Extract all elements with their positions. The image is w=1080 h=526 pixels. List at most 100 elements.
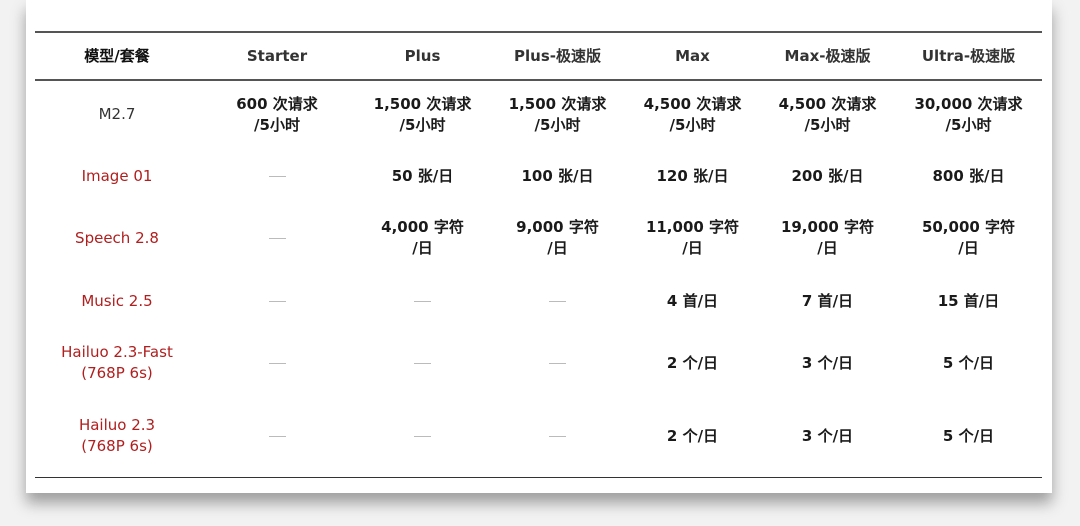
quota-cell: 50 张/日 bbox=[355, 148, 490, 204]
header-plan: Max-极速版 bbox=[784, 46, 871, 65]
quota-line: 120 张/日 bbox=[656, 166, 729, 185]
quota-cell: 1,500 次请求/5小时 bbox=[355, 80, 490, 148]
header-plan: Starter bbox=[246, 46, 308, 65]
not-available-cell bbox=[490, 396, 625, 477]
quota-line: 11,000 字符 bbox=[645, 218, 740, 236]
model-name: M2.7 bbox=[35, 80, 199, 148]
quota-line: 15 首/日 bbox=[937, 291, 1000, 310]
dash-icon bbox=[414, 300, 431, 302]
quota-line: /日 bbox=[958, 239, 979, 257]
quota-cell: 15 首/日 bbox=[895, 272, 1042, 330]
header-plan: Plus bbox=[404, 46, 441, 65]
dash-icon bbox=[414, 362, 431, 364]
quota-line: 200 张/日 bbox=[791, 166, 864, 185]
quota-cell: 5 个/日 bbox=[895, 330, 1042, 396]
quota-cell: 4,500 次请求/5小时 bbox=[625, 80, 760, 148]
dash-icon bbox=[268, 435, 286, 437]
quota-line: 4 首/日 bbox=[666, 291, 719, 310]
table-row: Hailuo 2.3 (768P 6s) 2 个/日 3 个/日 5 个/日 bbox=[35, 396, 1042, 477]
model-name-line: (768P 6s) bbox=[81, 437, 153, 456]
model-name-line: M2.7 bbox=[98, 105, 136, 123]
model-name: Hailuo 2.3 (768P 6s) bbox=[35, 396, 199, 477]
quota-line: 50,000 字符 bbox=[921, 218, 1016, 236]
not-available-cell bbox=[490, 272, 625, 330]
quota-line: /5小时 bbox=[534, 115, 581, 134]
quota-cell: 4,000 字符/日 bbox=[355, 204, 490, 272]
not-available-cell bbox=[355, 272, 490, 330]
quota-line: 5 个/日 bbox=[942, 426, 995, 445]
not-available-cell bbox=[199, 204, 355, 272]
quota-cell: 3 个/日 bbox=[760, 396, 895, 477]
model-name-line: Image 01 bbox=[81, 166, 153, 185]
quota-line: /5小时 bbox=[945, 115, 992, 134]
model-name-line: (768P 6s) bbox=[81, 364, 153, 382]
not-available-cell bbox=[199, 148, 355, 204]
quota-line: 50 张/日 bbox=[391, 166, 454, 185]
quota-line: /5小时 bbox=[254, 115, 300, 134]
quota-cell: 4 首/日 bbox=[625, 272, 760, 330]
quota-cell: 4,500 次请求/5小时 bbox=[760, 80, 895, 148]
quota-line: /5小时 bbox=[804, 115, 851, 134]
model-name-line: Speech 2.8 bbox=[75, 228, 159, 247]
quota-line: 4,500 次请求 bbox=[778, 94, 877, 113]
quota-line: 2 个/日 bbox=[666, 426, 719, 445]
not-available-cell bbox=[355, 330, 490, 396]
dash-icon bbox=[549, 300, 566, 302]
header-plan: Plus-极速版 bbox=[514, 46, 601, 65]
model-name-line: Music 2.5 bbox=[81, 291, 153, 310]
dash-icon bbox=[268, 175, 286, 177]
pricing-card: 模型/套餐 Starter Plus Plus-极速版 Max Max-极速版 Ultra-… bbox=[26, 0, 1052, 493]
quota-cell: 100 张/日 bbox=[490, 148, 625, 204]
model-name-line: Hailuo 2.3-Fast bbox=[61, 343, 173, 361]
quota-cell: 50,000 字符/日 bbox=[895, 204, 1042, 272]
dash-icon bbox=[268, 362, 286, 364]
quota-cell: 5 个/日 bbox=[895, 396, 1042, 477]
quota-cell: 200 张/日 bbox=[760, 148, 895, 204]
quota-cell: 3 个/日 bbox=[760, 330, 895, 396]
quota-line: /日 bbox=[682, 239, 703, 257]
quota-line: /5小时 bbox=[669, 115, 716, 134]
header-model-plan: 模型/套餐 bbox=[84, 46, 150, 65]
not-available-cell bbox=[199, 272, 355, 330]
model-name: Image 01 bbox=[35, 148, 199, 204]
dash-icon bbox=[549, 362, 566, 364]
quota-line: 30,000 次请求 bbox=[914, 94, 1023, 113]
quota-line: 4,000 字符 bbox=[381, 218, 464, 236]
table-row: Hailuo 2.3-Fast (768P 6s) 2 个/日 3 个/日 5 个/日 bbox=[35, 330, 1042, 396]
quota-cell: 1,500 次请求/5小时 bbox=[490, 80, 625, 148]
model-name: Music 2.5 bbox=[35, 272, 199, 330]
quota-cell: 11,000 字符/日 bbox=[625, 204, 760, 272]
table-row: Speech 2.8 4,000 字符/日 9,000 字符/日 11,000 字符 /… bbox=[35, 204, 1042, 272]
model-name: Hailuo 2.3-Fast (768P 6s) bbox=[35, 330, 199, 396]
quota-line: 3 个/日 bbox=[801, 353, 854, 372]
table-row: Image 01 50 张/日 100 张/日 120 张/日 200 张/日 800 张… bbox=[35, 148, 1042, 204]
quota-line: 7 首/日 bbox=[801, 291, 854, 310]
dash-icon bbox=[549, 435, 566, 437]
quota-line: /日 bbox=[817, 239, 838, 257]
dash-icon bbox=[268, 300, 286, 302]
quota-cell: 120 张/日 bbox=[625, 148, 760, 204]
header-row: 模型/套餐 Starter Plus Plus-极速版 Max Max-极速版 Ultra-… bbox=[35, 32, 1042, 80]
quota-line: 1,500 次请求 bbox=[508, 94, 607, 113]
not-available-cell bbox=[199, 330, 355, 396]
quota-line: 5 个/日 bbox=[942, 353, 995, 372]
dash-icon bbox=[414, 435, 431, 437]
quota-line: 2 个/日 bbox=[666, 353, 719, 372]
model-name: Speech 2.8 bbox=[35, 204, 199, 272]
quota-line: 3 个/日 bbox=[801, 426, 854, 445]
not-available-cell bbox=[199, 396, 355, 477]
header-plan: Ultra-极速版 bbox=[921, 46, 1016, 65]
quota-line: 600 次请求 bbox=[236, 94, 318, 113]
quota-line: /日 bbox=[412, 239, 433, 257]
plan-quota-table: 模型/套餐 Starter Plus Plus-极速版 Max Max-极速版 Ultra-… bbox=[35, 31, 1042, 478]
quota-line: 100 张/日 bbox=[521, 166, 594, 185]
quota-line: 19,000 字符 bbox=[780, 218, 875, 236]
quota-line: 1,500 次请求 bbox=[373, 94, 472, 113]
quota-cell: 800 张/日 bbox=[895, 148, 1042, 204]
quota-cell: 7 首/日 bbox=[760, 272, 895, 330]
header-plan: Max bbox=[675, 46, 710, 65]
dash-icon bbox=[268, 237, 286, 239]
quota-cell: 2 个/日 bbox=[625, 330, 760, 396]
quota-cell: 2 个/日 bbox=[625, 396, 760, 477]
quota-line: /日 bbox=[547, 239, 568, 257]
